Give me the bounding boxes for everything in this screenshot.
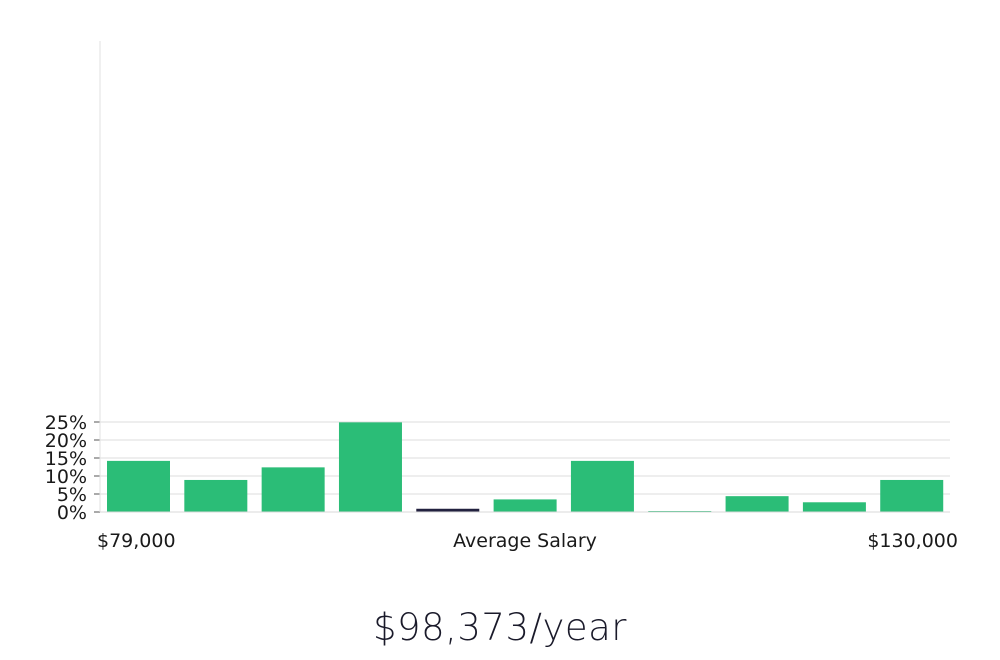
bar xyxy=(725,496,789,512)
bar xyxy=(184,479,248,512)
average-salary-readout: $98,373/year xyxy=(372,606,627,649)
x-max-label: $130,000 xyxy=(867,530,958,552)
y-tick-label: 0% xyxy=(57,502,87,524)
y-tick-label: 15% xyxy=(45,448,87,470)
bar xyxy=(261,467,325,512)
bar-highlighted xyxy=(416,508,480,512)
axes xyxy=(94,41,950,513)
bar xyxy=(570,460,634,512)
y-tick-label: 20% xyxy=(45,430,87,452)
x-axis-title: Average Salary xyxy=(453,530,597,552)
y-tick-labels: 0%5%10%15%20%25% xyxy=(45,412,87,524)
y-tick-label: 25% xyxy=(45,412,87,434)
bar xyxy=(338,422,402,512)
bar xyxy=(107,460,170,512)
bar xyxy=(802,502,866,512)
grid-lines xyxy=(100,421,950,495)
y-tick-label: 5% xyxy=(57,484,87,506)
bars-group xyxy=(107,422,944,512)
y-tick-label: 10% xyxy=(45,466,87,488)
x-min-label: $79,000 xyxy=(97,530,176,552)
x-axis-labels: $79,000 Average Salary $130,000 xyxy=(97,530,958,552)
bar xyxy=(880,479,944,512)
bar xyxy=(493,499,557,512)
